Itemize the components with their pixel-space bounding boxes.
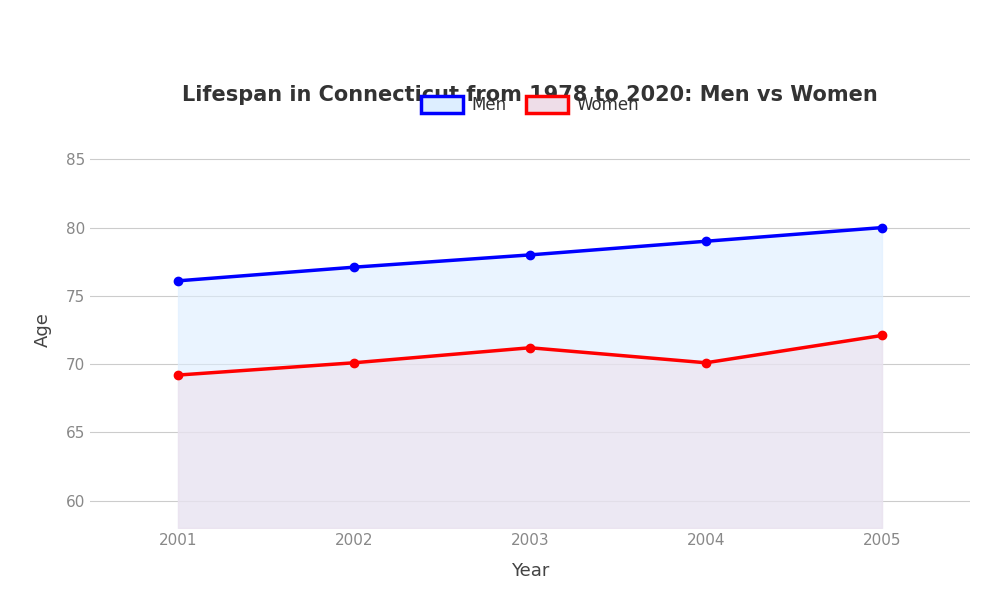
Y-axis label: Age: Age: [34, 313, 52, 347]
Legend: Men, Women: Men, Women: [414, 89, 646, 121]
Title: Lifespan in Connecticut from 1978 to 2020: Men vs Women: Lifespan in Connecticut from 1978 to 202…: [182, 85, 878, 106]
X-axis label: Year: Year: [511, 562, 549, 580]
